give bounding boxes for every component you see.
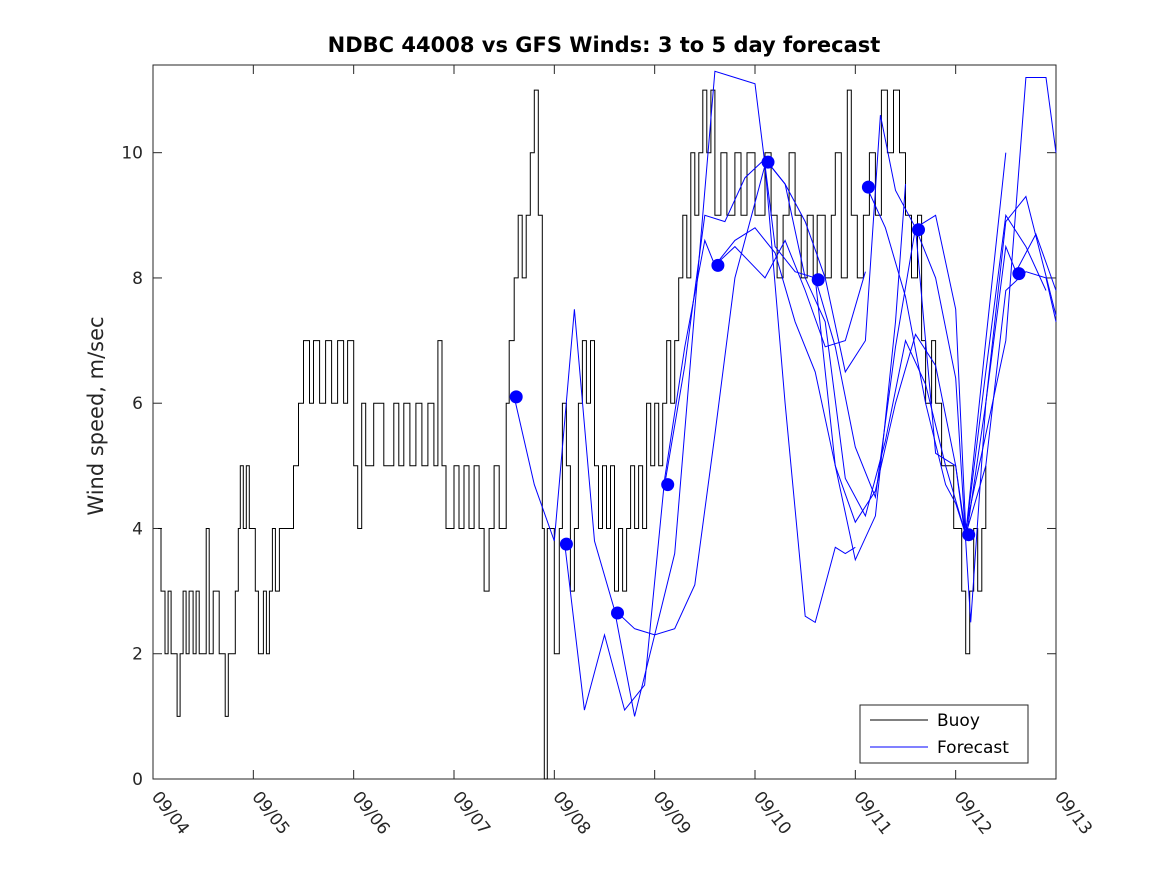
chart-title: NDBC 44008 vs GFS Winds: 3 to 5 day fore… xyxy=(328,33,881,57)
legend: Buoy Forecast xyxy=(859,704,1029,764)
forecast-marker-3 xyxy=(611,606,624,620)
x-tick-label: 09/06 xyxy=(348,788,394,839)
forecast-marker-4 xyxy=(661,478,675,492)
y-ticks: 0 2 4 6 8 10 xyxy=(121,144,1056,790)
forecast-marker-5 xyxy=(711,258,725,272)
forecast-marker-7 xyxy=(811,273,825,287)
y-tick-label: 4 xyxy=(132,519,143,539)
y-tick-label: 8 xyxy=(132,269,143,289)
x-tick-label: 09/11 xyxy=(849,788,895,839)
buoy-series xyxy=(158,89,987,780)
y-tick-label: 0 xyxy=(132,770,143,790)
legend-box xyxy=(859,704,1029,764)
forecast-line-9 xyxy=(915,227,1057,542)
y-tick-label: 10 xyxy=(121,144,143,164)
forecast-markers xyxy=(509,155,1026,620)
forecast-marker-9 xyxy=(912,223,925,237)
x-tick-label: 09/12 xyxy=(950,788,996,839)
x-tick-label: 09/07 xyxy=(448,788,494,839)
forecast-line-6 xyxy=(764,115,1057,623)
forecast-line-1 xyxy=(513,165,856,636)
forecast-marker-2 xyxy=(559,537,573,551)
legend-buoy-label: Buoy xyxy=(937,711,980,731)
forecast-line-5 xyxy=(714,227,1057,535)
forecast-marker-10 xyxy=(962,528,976,542)
plot-area xyxy=(152,64,1057,780)
y-tick-label: 2 xyxy=(132,645,143,665)
forecast-marker-6 xyxy=(761,155,775,169)
forecast-line-4 xyxy=(664,158,1047,535)
forecast-marker-1 xyxy=(509,390,523,404)
x-tick-label: 09/05 xyxy=(247,788,293,839)
forecast-line-8 xyxy=(864,152,1007,535)
y-tick-label: 6 xyxy=(132,394,143,414)
x-tick-label: 09/04 xyxy=(147,788,193,839)
legend-forecast-label: Forecast xyxy=(937,738,1009,758)
y-axis-label: Wind speed, m/sec xyxy=(84,316,108,515)
forecast-line-2 xyxy=(563,238,866,712)
x-tick-label: 09/10 xyxy=(749,788,795,839)
forecast-marker-11 xyxy=(1012,267,1026,281)
x-tick-label: 09/09 xyxy=(649,788,695,839)
x-tick-label: 09/08 xyxy=(548,788,594,839)
buoy-line xyxy=(158,89,987,780)
forecast-marker-8 xyxy=(861,180,875,194)
x-tick-label: 09/13 xyxy=(1050,788,1096,839)
forecast-line-7 xyxy=(814,77,1057,529)
